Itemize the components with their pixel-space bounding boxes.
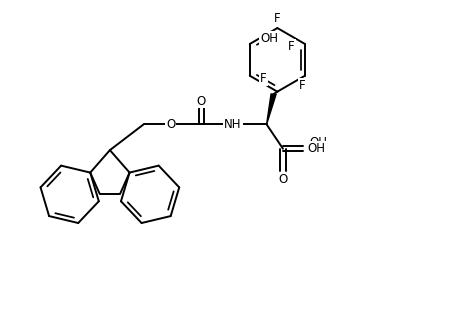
Polygon shape bbox=[267, 94, 276, 125]
Text: OH: OH bbox=[260, 32, 278, 45]
Text: O: O bbox=[197, 95, 206, 108]
Text: O: O bbox=[166, 118, 175, 131]
Text: F: F bbox=[288, 40, 295, 53]
Text: NH: NH bbox=[224, 118, 242, 131]
Text: F: F bbox=[299, 79, 306, 92]
Text: OH: OH bbox=[307, 142, 325, 155]
Text: F: F bbox=[274, 12, 281, 25]
Text: O: O bbox=[278, 173, 288, 186]
Text: F: F bbox=[260, 72, 267, 85]
Text: OH: OH bbox=[309, 136, 327, 149]
